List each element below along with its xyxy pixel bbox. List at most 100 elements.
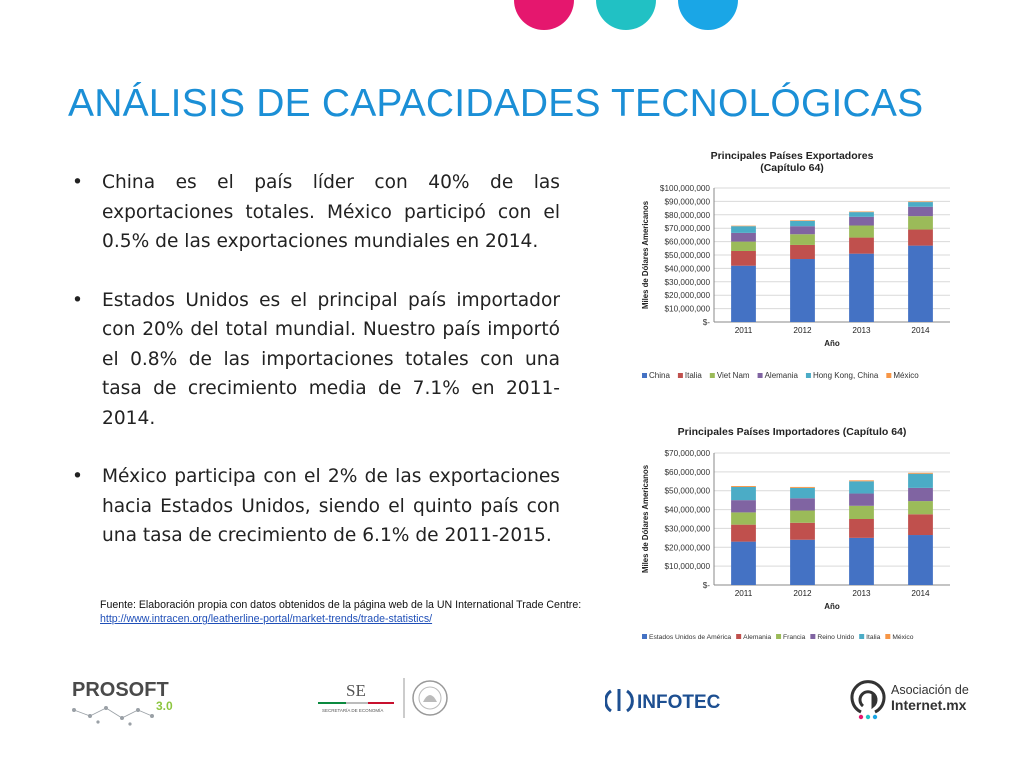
bar-segment [731,225,756,227]
y-tick-label: $80,000,000 [664,211,710,220]
infotec-symbol-icon [605,689,634,713]
bar-segment [908,473,933,488]
bar-segment [849,225,874,238]
page-title: ANÁLISIS DE CAPACIDADES TECNOLÓGICAS [68,82,924,125]
bar-segment [908,216,933,230]
bullet-item: México participa con el 2% de las export… [72,462,560,551]
bar-segment [731,512,756,525]
bar-segment [790,522,815,540]
bar-segment [731,486,756,501]
at-sign-icon [850,680,886,714]
bar-segment [790,510,815,523]
y-tick-label: $40,000,000 [664,264,710,273]
legend-label: Estados Unidos de América [649,634,731,641]
bar-segment [849,216,874,226]
bar-segment [849,480,874,482]
y-tick-label: $60,000,000 [664,238,710,247]
bar-segment [849,519,874,538]
bar-segment [731,250,756,266]
x-tick-label: 2014 [911,589,930,598]
bar-segment [908,245,933,322]
bar-segment [731,232,756,242]
bar-segment [790,486,815,488]
legend-label: Italia [866,634,880,641]
bar-segment [790,498,815,511]
legend-label: Alemania [765,371,799,380]
bar-segment [908,202,933,207]
legend-swatch [886,373,892,378]
legend-swatch [736,634,742,639]
bar-segment [790,220,815,227]
x-tick-label: 2011 [735,589,753,598]
legend-label: México [893,371,919,380]
legend-label: Italia [685,371,702,380]
y-tick-label: $20,000,000 [664,291,710,300]
bar-segment [849,537,874,585]
bar-segment [849,505,874,519]
legend-swatch [757,373,763,378]
y-tick-label: $60,000,000 [664,468,710,477]
bar-segment [908,535,933,585]
bullet-list: China es el país líder con 40% de las ex… [72,168,560,580]
source-note: Fuente: Elaboración propia con datos obt… [100,598,581,626]
bar-segment [731,541,756,585]
y-tick-label: $90,000,000 [664,197,710,206]
bar-segment [849,237,874,254]
bullet-item: China es el país líder con 40% de las ex… [72,168,560,257]
x-tick-label: 2013 [852,326,871,335]
magenta-circle-decoration [514,0,574,30]
legend-swatch [642,634,647,639]
asociacion-internet-logo: Asociación de Internet.mx [850,680,969,720]
bar-segment [908,501,933,515]
bar-segment [790,226,815,235]
bar-segment [908,206,933,217]
se-logo-subtitle: SECRETARÍA DE ECONOMÍA [322,707,383,713]
chart-subtitle: (Capítulo 64) [760,162,824,174]
x-axis-label: Año [824,339,840,348]
x-tick-label: 2014 [911,326,930,335]
source-text: Fuente: Elaboración propia con datos obt… [100,599,582,611]
y-tick-label: $30,000,000 [664,278,710,287]
bar-segment [731,226,756,233]
chart-title: Principales Países Exportadores [711,150,874,162]
bar-segment [731,486,756,487]
mexico-seal-icon [412,680,448,716]
bar-segment [790,259,815,322]
bar-segment [849,211,874,213]
bar-segment [731,524,756,542]
bar-segment [790,220,815,221]
legend-label: Alemania [743,634,771,641]
bar-segment [731,241,756,251]
bar-segment [731,265,756,322]
bar-segment [849,493,874,506]
y-tick-label: $- [703,581,711,590]
bar-segment [849,253,874,322]
y-tick-label: $10,000,000 [664,305,710,314]
legend-swatch [776,634,782,639]
importers-chart: Principales Países Importadores (Capítul… [641,426,950,641]
legend-label: Hong Kong, China [813,371,879,380]
x-tick-label: 2012 [793,326,812,335]
source-link[interactable]: http://www.intracen.org/leatherline-port… [100,613,433,625]
y-tick-label: $70,000,000 [664,224,710,233]
y-tick-label: $20,000,000 [664,543,710,552]
y-tick-label: $50,000,000 [664,251,710,260]
aimx-line1: Asociación de [891,683,969,697]
legend-label: China [649,371,670,380]
y-tick-label: $50,000,000 [664,487,710,496]
x-axis-label: Año [824,602,840,611]
legend-swatch [677,373,683,378]
y-tick-label: $- [703,318,711,327]
infotec-logo-text: INFOTEC [637,692,721,713]
y-tick-label: $30,000,000 [664,524,710,533]
legend-label: Francia [783,634,806,641]
exporters-chart: Principales Países Exportadores(Capítulo… [641,150,950,380]
bar-segment [908,472,933,474]
y-tick-label: $100,000,000 [660,184,711,193]
bar-segment [908,201,933,203]
legend-label: México [892,634,913,641]
y-axis-label: Miles de Dólares Americanos [641,200,650,309]
bar-segment [790,244,815,260]
bullet-item: Estados Unidos es el principal país impo… [72,286,560,434]
legend-swatch [810,634,816,639]
